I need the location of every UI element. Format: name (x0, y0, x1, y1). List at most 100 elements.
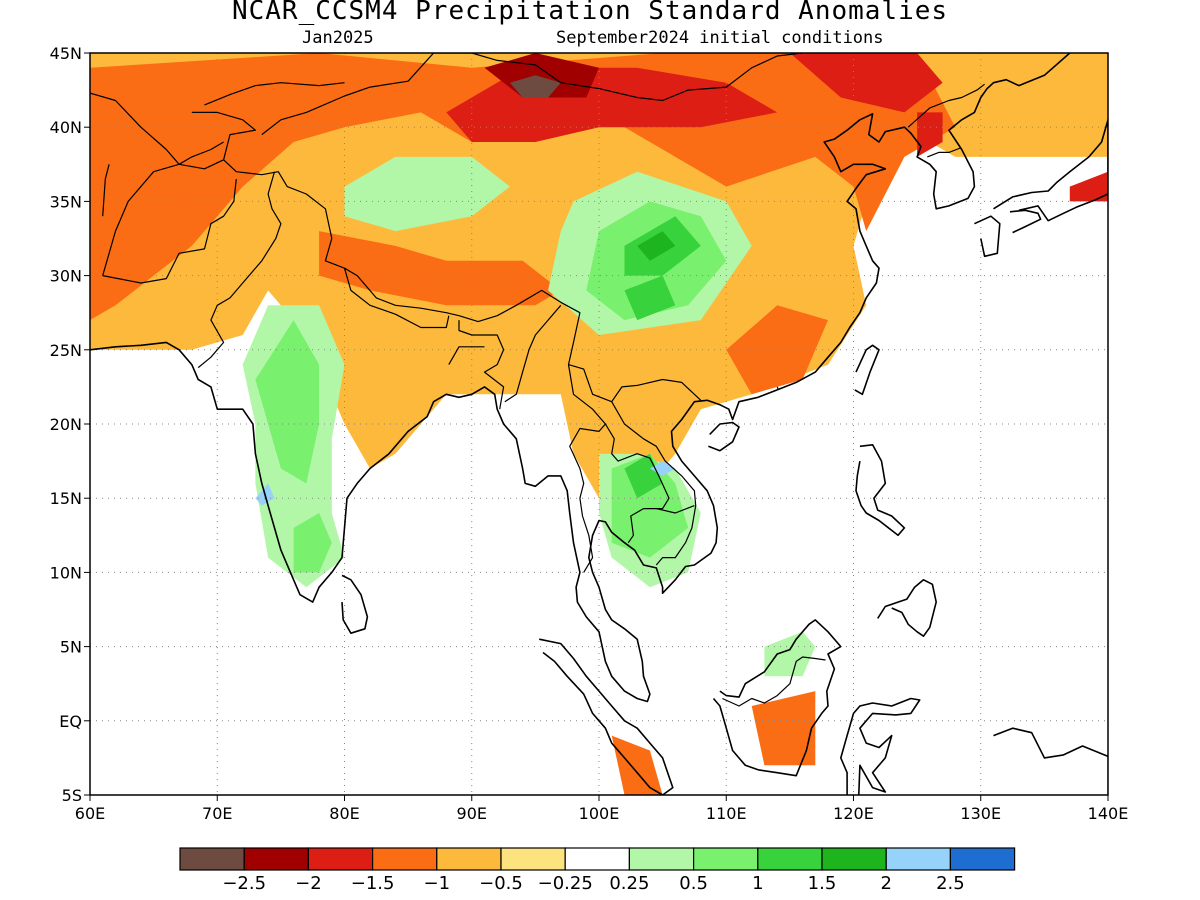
country-border (504, 304, 562, 403)
coastline (993, 727, 1108, 759)
colorbar-label: 1 (752, 873, 763, 894)
coastline (839, 697, 921, 795)
colorbar-label: 2.5 (936, 873, 965, 894)
colorbar-label: 2 (880, 873, 891, 894)
country-border (433, 53, 803, 102)
gridlines (90, 53, 1108, 795)
colorbar-label: 1.5 (808, 873, 837, 894)
colorbar-swatch (243, 847, 309, 871)
colorbar-label: −2 (295, 873, 322, 894)
coastline (993, 119, 1108, 222)
anomaly-region-wet2 (255, 320, 320, 484)
colorbar-swatch (949, 847, 1016, 871)
lon-tick-label: 100E (579, 804, 620, 823)
forecast-month-label: Jan2025 (302, 28, 374, 48)
colorbar-label: −0.25 (538, 873, 593, 894)
lat-tick-label: 25N (50, 341, 82, 360)
colorbar-swatch (179, 847, 245, 871)
colorbar-swatch (500, 847, 566, 871)
anomaly-region-wet3 (624, 275, 676, 321)
colorbar-label: 0.5 (679, 873, 708, 894)
country-border (776, 386, 779, 391)
country-border (722, 656, 826, 707)
lat-tick-label: 10N (50, 563, 82, 582)
country-border (567, 364, 607, 573)
anomaly-region-dry3 (917, 112, 943, 157)
country-border (90, 92, 180, 165)
colorbar-label: 0.25 (609, 873, 649, 894)
country-border (261, 53, 435, 136)
coastline (712, 619, 842, 777)
country-border (191, 111, 256, 160)
country-border (656, 505, 695, 514)
colorbar: −2.5 −2 −1.5 −1 −0.5 −0.25 0.25 0.5 1 1.5 2 2.5 (179, 847, 1016, 894)
map-plot-area (89, 52, 1109, 796)
country-border (178, 141, 224, 165)
country-border (102, 164, 110, 217)
anomaly-region-dry5 (509, 75, 561, 98)
lon-tick-label: 80E (329, 804, 359, 823)
coastline (877, 578, 938, 638)
lat-tick-label: 35N (50, 192, 82, 211)
lon-tick-label: 130E (960, 804, 1001, 823)
country-border (611, 401, 697, 566)
coastline (854, 344, 880, 396)
lat-tick-label: 5S (62, 786, 82, 805)
anomaly-region-wet2 (293, 513, 332, 573)
colorbar-swatch (628, 847, 695, 871)
country-border (102, 179, 237, 284)
country-border (197, 171, 282, 369)
anomaly-region-dry2 (751, 691, 816, 766)
lon-tick-label: 90E (457, 804, 487, 823)
colorbar-swatch (757, 847, 823, 871)
anomaly-region-dry3 (789, 53, 943, 113)
country-border (458, 320, 505, 410)
coastline (90, 53, 1071, 703)
colorbar-swatch (885, 847, 952, 871)
lat-tick-label: 45N (50, 44, 82, 63)
colorbar-swatch (564, 847, 631, 871)
lat-tick-label: 40N (50, 118, 82, 137)
country-border (102, 159, 702, 403)
anomaly-region-dry2 (611, 735, 663, 795)
anomaly-region-wet5 (649, 461, 676, 476)
coastline (341, 574, 369, 635)
lon-tick-label: 70E (202, 804, 232, 823)
lat-tick-label: 15N (50, 489, 82, 508)
anomaly-region-wet4 (637, 231, 676, 261)
colorbar-swatch (821, 847, 887, 871)
coastline (708, 421, 740, 452)
colorbar-label: −2.5 (222, 873, 266, 894)
anomaly-region-dry3 (1069, 171, 1108, 202)
lon-tick-label: 140E (1088, 804, 1129, 823)
coastline (539, 638, 674, 795)
colorbar-label: −1 (424, 873, 451, 894)
country-border (927, 147, 961, 158)
lon-tick-label: 120E (833, 804, 874, 823)
lon-tick-label: 110E (706, 804, 747, 823)
anomaly-region-wet1 (344, 156, 510, 232)
coastline (855, 443, 906, 537)
coastline (974, 215, 1001, 258)
axis-ticks: 60E 70E 80E 90E 100E 110E 120E 130E 140E 5S EQ 5N 10… (50, 44, 1129, 823)
lat-tick-label: EQ (59, 712, 82, 731)
country-border (204, 82, 345, 106)
lon-tick-label: 60E (75, 804, 105, 823)
country-border (907, 83, 985, 128)
initial-conditions-label: September2024 initial conditions (556, 28, 884, 48)
country-border (448, 346, 485, 365)
anomaly-region-wet1 (764, 631, 816, 677)
lat-tick-label: 5N (60, 638, 82, 657)
colorbar-swatch (372, 847, 438, 871)
coastlines (90, 53, 1108, 795)
colorbar-swatch (436, 847, 502, 871)
colorbar-label: −1.5 (351, 873, 395, 894)
coastline (1009, 209, 1042, 234)
map-title: NCAR_CCSM4 Precipitation Standard Anomal… (231, 0, 949, 26)
colorbar-label: −0.5 (479, 873, 523, 894)
anomaly-region-dry2 (319, 231, 561, 306)
colorbar-swatch (692, 847, 759, 871)
country-border (604, 423, 670, 544)
lat-tick-label: 30N (50, 267, 82, 286)
